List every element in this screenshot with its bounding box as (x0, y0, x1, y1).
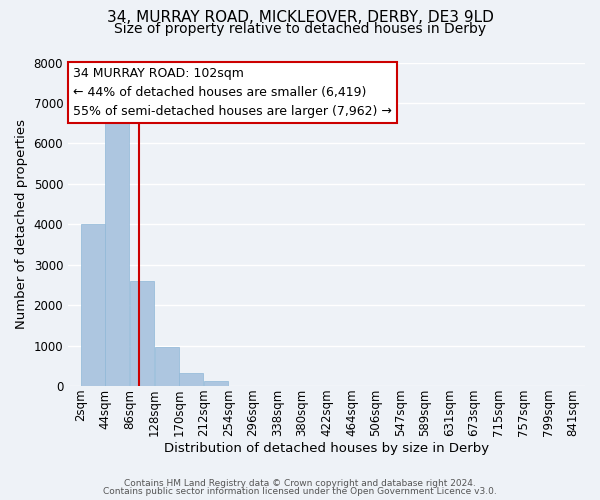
Bar (179, 373, 203, 386)
Bar (130, 281, 154, 386)
Text: Contains HM Land Registry data © Crown copyright and database right 2024.: Contains HM Land Registry data © Crown c… (124, 478, 476, 488)
Bar (155, 346, 179, 386)
Bar (106, 121, 130, 386)
Bar (204, 381, 228, 386)
Text: 34, MURRAY ROAD, MICKLEOVER, DERBY, DE3 9LD: 34, MURRAY ROAD, MICKLEOVER, DERBY, DE3 … (107, 10, 493, 25)
Y-axis label: Number of detached properties: Number of detached properties (15, 120, 28, 330)
Text: Size of property relative to detached houses in Derby: Size of property relative to detached ho… (114, 22, 486, 36)
Bar (80, 224, 105, 386)
X-axis label: Distribution of detached houses by size in Derby: Distribution of detached houses by size … (164, 442, 489, 455)
Text: 34 MURRAY ROAD: 102sqm
← 44% of detached houses are smaller (6,419)
55% of semi-: 34 MURRAY ROAD: 102sqm ← 44% of detached… (73, 68, 392, 118)
Text: Contains public sector information licensed under the Open Government Licence v3: Contains public sector information licen… (103, 487, 497, 496)
